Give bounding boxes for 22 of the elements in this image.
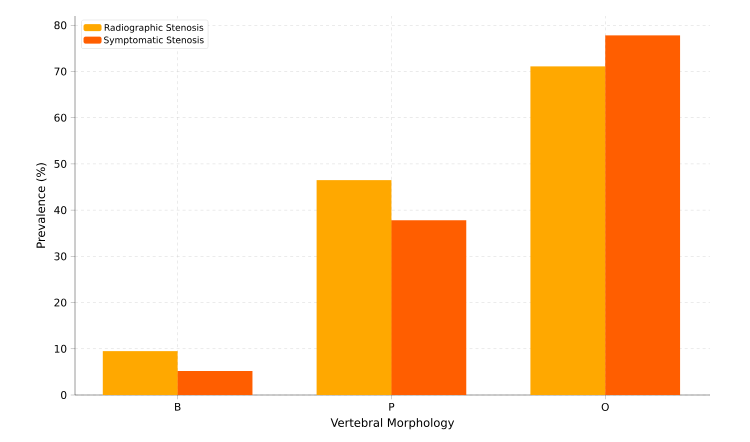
y-tick-label: 40: [54, 206, 66, 214]
bar: [391, 220, 466, 395]
legend-label: Symptomatic Stenosis: [104, 36, 204, 46]
y-tick-label: 20: [54, 298, 66, 307]
bar: [530, 66, 606, 395]
x-tick-label: P: [389, 402, 394, 411]
x-axis-title: Vertebral Morphology: [330, 418, 454, 430]
y-axis-title: Prevalence (%): [36, 163, 46, 248]
legend-label: Radiographic Stenosis: [104, 24, 204, 33]
x-tick-label: B: [175, 402, 180, 411]
y-tick-label: 50: [54, 160, 66, 168]
bar: [178, 370, 252, 395]
bar: [605, 35, 680, 395]
bar: [102, 351, 178, 395]
y-tick-label: 80: [54, 21, 66, 30]
y-tick-label: 10: [54, 344, 66, 353]
y-tick-label: 60: [54, 114, 66, 122]
bar: [316, 180, 392, 395]
y-tick-label: 30: [54, 252, 66, 260]
y-tick-label: 70: [54, 67, 66, 76]
y-tick-label: 0: [61, 391, 66, 399]
x-tick-label: O: [602, 402, 609, 411]
